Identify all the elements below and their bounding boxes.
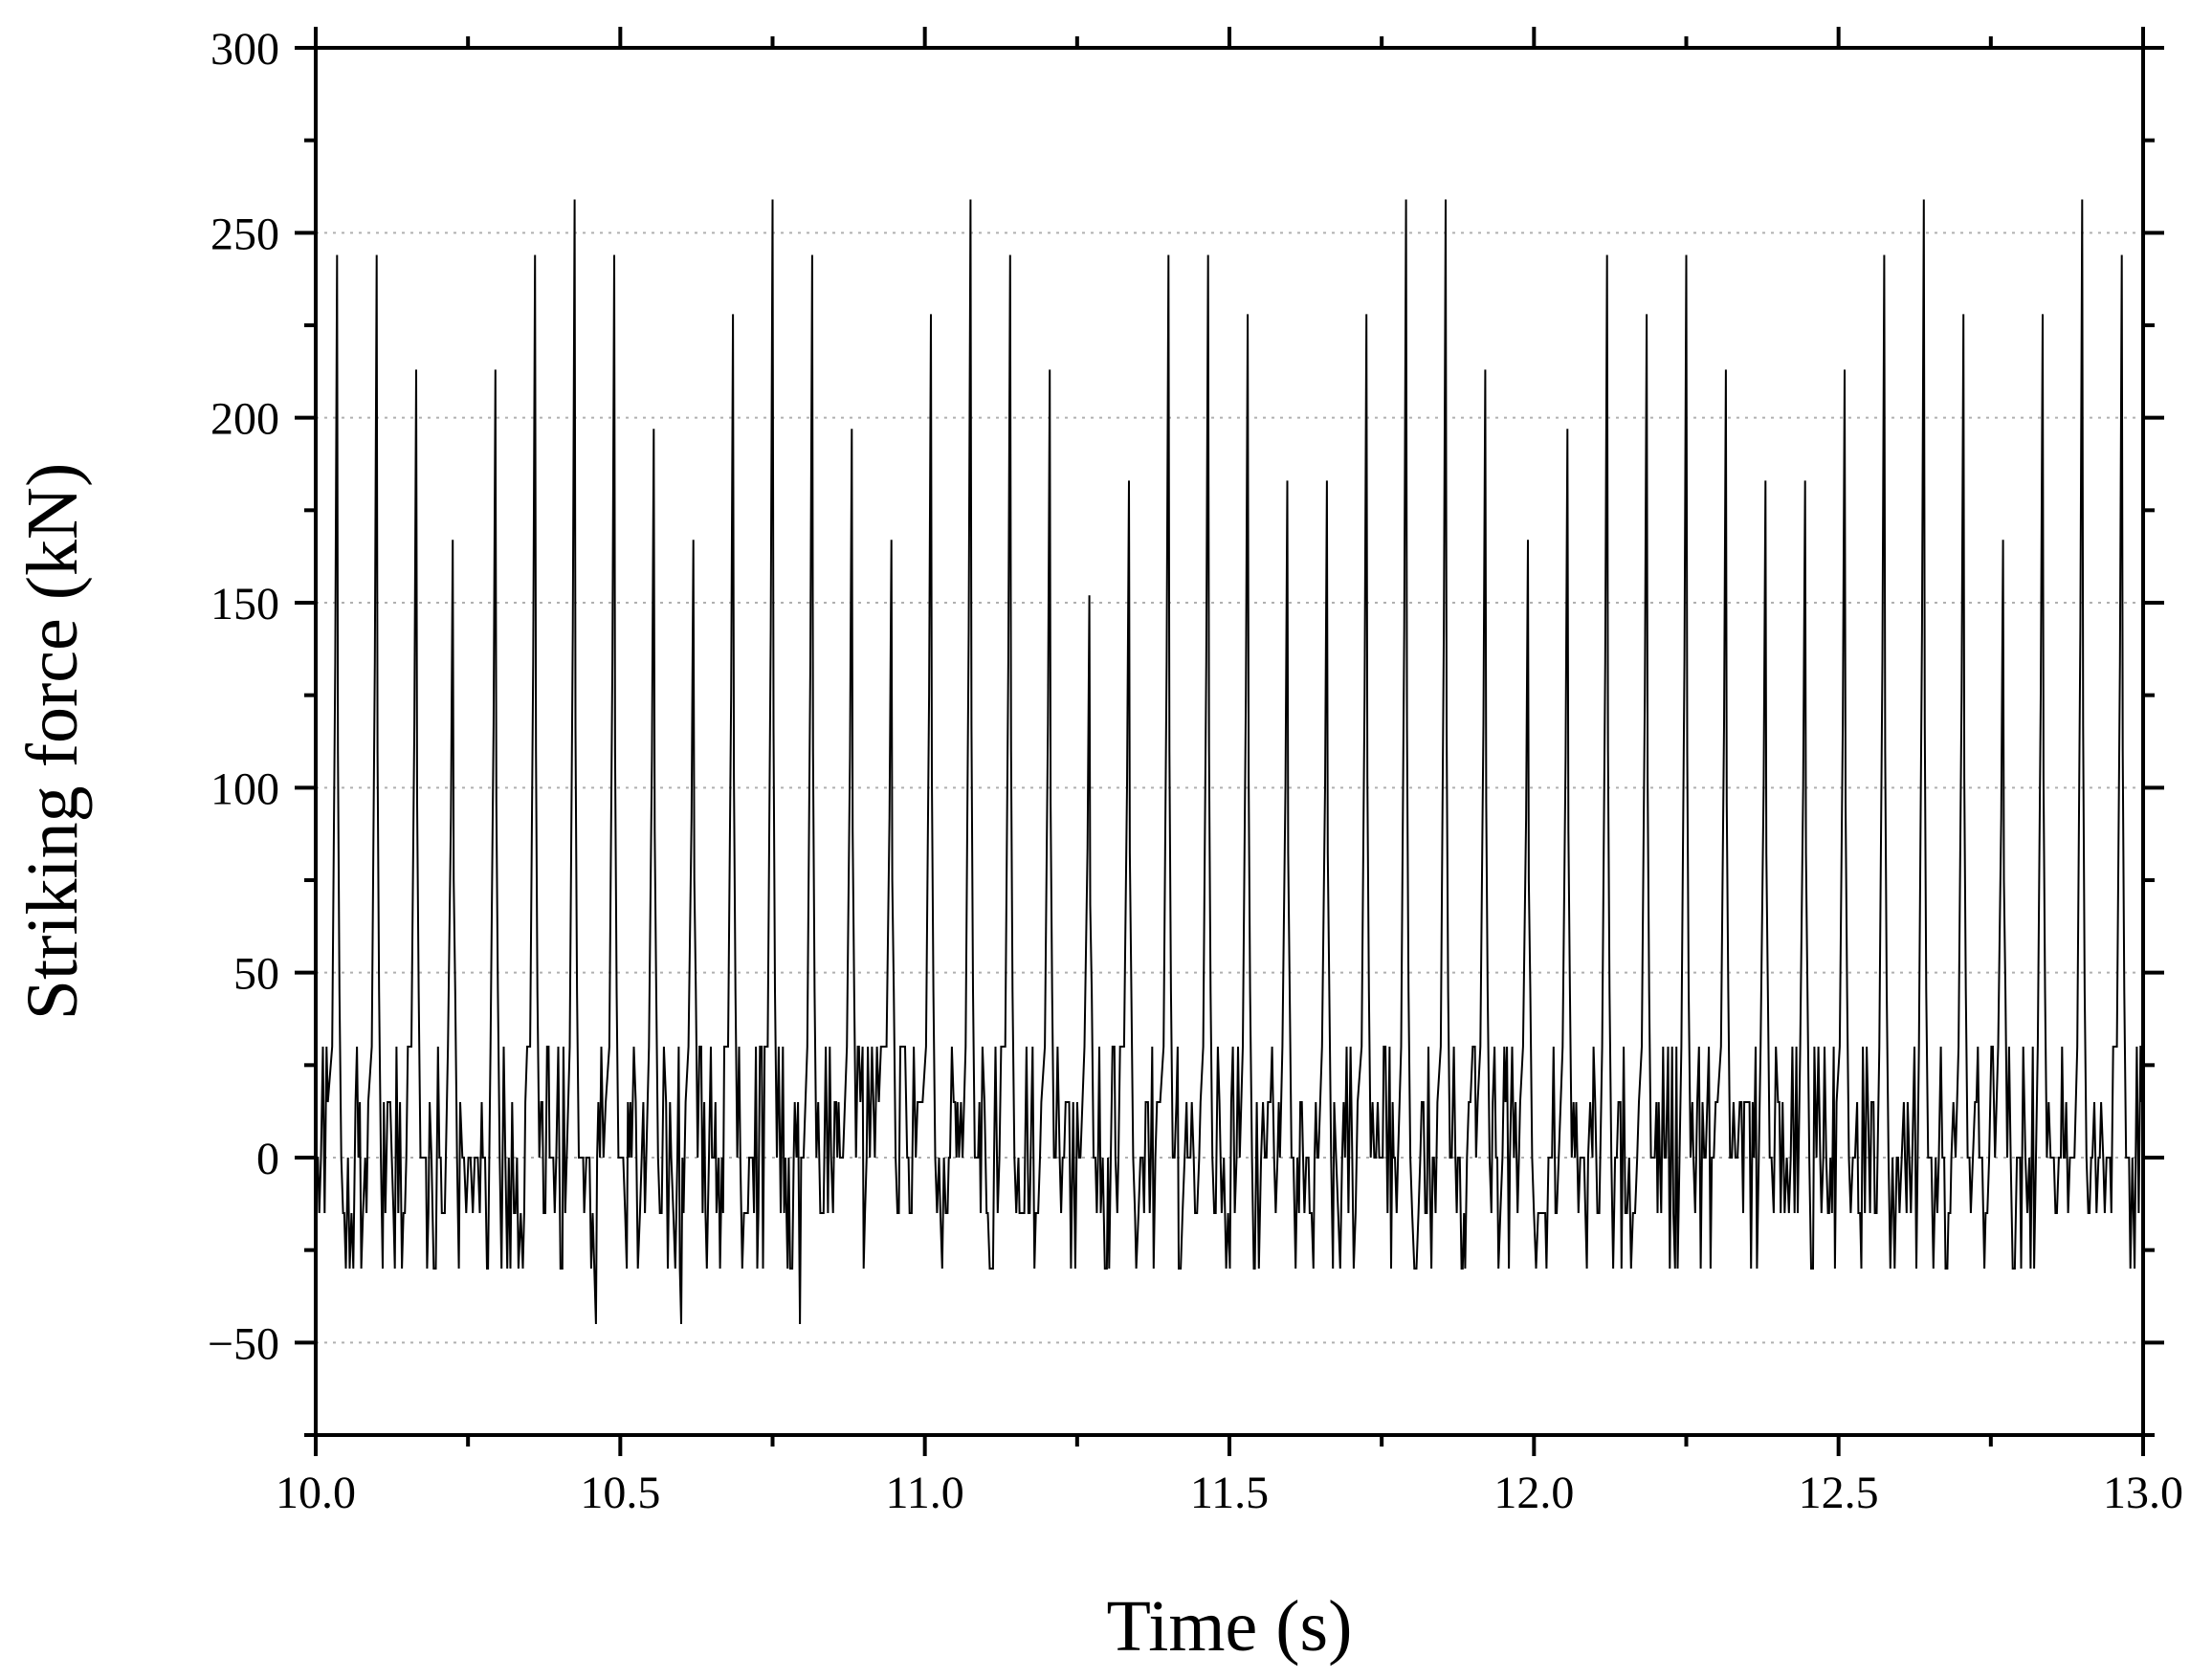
x-tick-label: 12.0 bbox=[1493, 1468, 1574, 1518]
y-axis-title: Striking force (kN) bbox=[12, 463, 93, 1021]
x-tick-label: 12.5 bbox=[1799, 1468, 1879, 1518]
x-tick-label: 11.0 bbox=[886, 1468, 964, 1518]
y-tick-label: 150 bbox=[210, 579, 279, 630]
x-tick-label: 10.5 bbox=[580, 1468, 660, 1518]
x-tick-label: 11.5 bbox=[1190, 1468, 1269, 1518]
x-tick-label: 10.0 bbox=[276, 1468, 356, 1518]
y-tick-label: 300 bbox=[210, 24, 279, 75]
series-line-striking-force bbox=[316, 199, 2144, 1325]
x-tick-label: 13.0 bbox=[2103, 1468, 2183, 1518]
axis-ticks bbox=[295, 27, 2164, 1456]
axis-tick-labels: 10.0 10.5 11.0 11.5 12.0 12.5 13.0 −50 0 50 100 150… bbox=[208, 24, 2183, 1518]
y-tick-label: 50 bbox=[233, 949, 279, 1000]
y-tick-label: −50 bbox=[208, 1318, 279, 1369]
grid-lines bbox=[316, 232, 2143, 1344]
y-tick-label: 0 bbox=[256, 1134, 279, 1184]
y-tick-label: 100 bbox=[210, 763, 279, 814]
y-tick-label: 250 bbox=[210, 209, 279, 259]
x-axis-title: Time (s) bbox=[1107, 1586, 1353, 1667]
y-tick-label: 200 bbox=[210, 394, 279, 445]
